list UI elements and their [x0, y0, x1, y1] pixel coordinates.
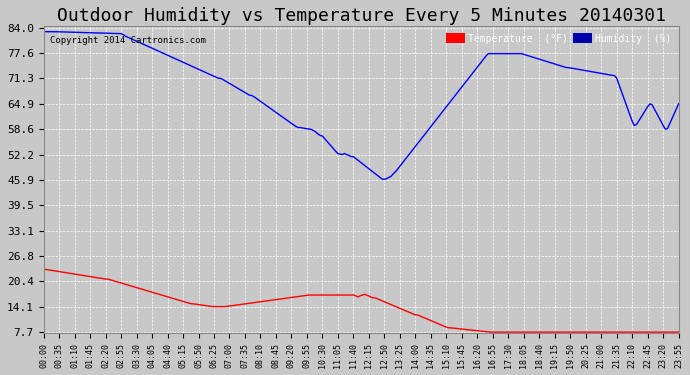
Title: Outdoor Humidity vs Temperature Every 5 Minutes 20140301: Outdoor Humidity vs Temperature Every 5 … — [57, 7, 666, 25]
Text: Copyright 2014 Cartronics.com: Copyright 2014 Cartronics.com — [50, 36, 206, 45]
Legend: Temperature  (°F), Humidity  (%): Temperature (°F), Humidity (%) — [444, 32, 673, 45]
